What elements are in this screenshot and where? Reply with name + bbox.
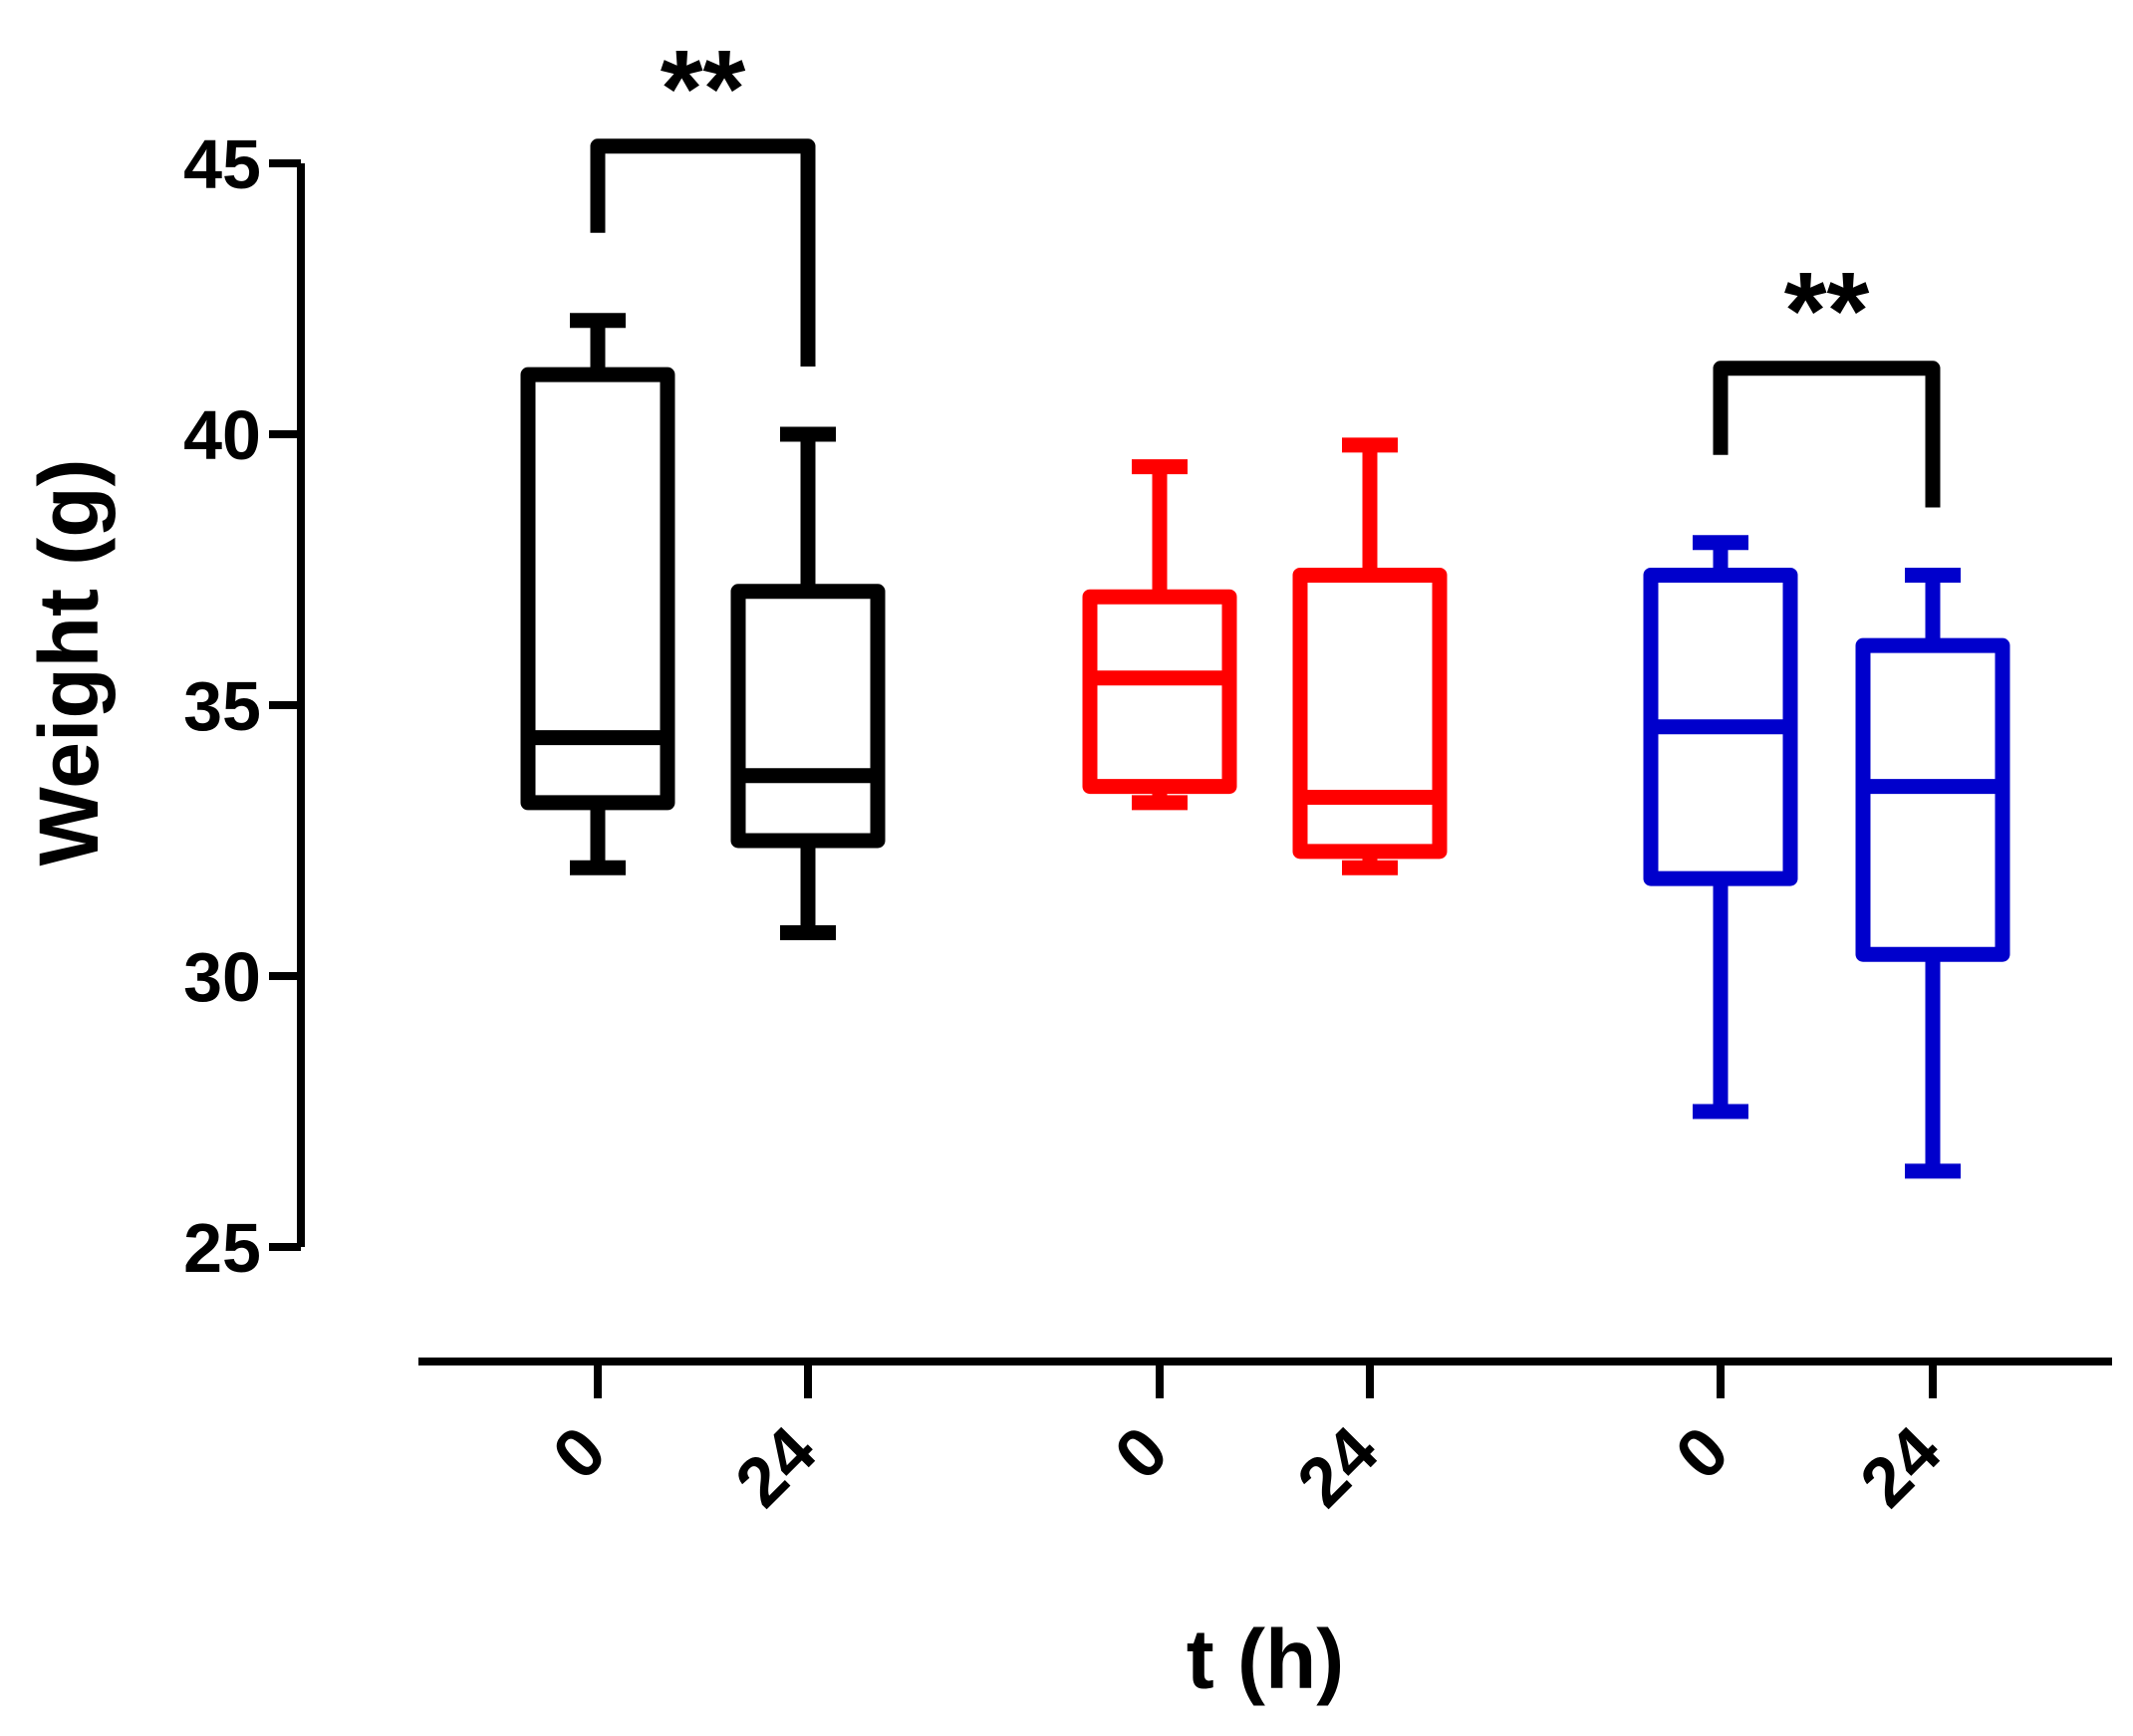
significance-annotations: ** ** [590, 28, 1941, 508]
box-1 [520, 313, 675, 875]
x-tick-label: 24 [720, 1411, 830, 1521]
x-tick-label: 0 [1100, 1411, 1183, 1494]
y-tick-label: 40 [183, 396, 261, 474]
x-tick-label: 0 [1661, 1411, 1743, 1494]
significance-label: ** [1784, 250, 1870, 372]
box-series [520, 313, 2010, 1179]
y-tick-label: 30 [183, 938, 261, 1016]
bracket-line [1713, 361, 1941, 508]
box-5 [1643, 535, 1798, 1119]
box-body [1292, 567, 1448, 860]
y-tick-label: 35 [183, 667, 261, 745]
y-tick-label: 25 [183, 1209, 261, 1287]
box-body [730, 584, 886, 849]
box-4 [1292, 437, 1448, 875]
x-axis: 0 24 0 24 0 24 [418, 1358, 2112, 1522]
significance-bracket-2: ** [1713, 250, 1941, 508]
box-3 [1082, 459, 1237, 811]
box-2 [730, 426, 886, 940]
box-body [1855, 637, 2010, 962]
x-tick-label: 0 [538, 1411, 621, 1494]
x-axis-title: t (h) [1187, 1612, 1345, 1706]
box-body [1082, 589, 1237, 795]
x-tick-label: 24 [1282, 1411, 1392, 1521]
y-axis: 25 30 35 40 45 [183, 125, 305, 1287]
box-6 [1855, 567, 2010, 1179]
significance-bracket-1: ** [590, 28, 816, 367]
significance-label: ** [661, 28, 746, 150]
y-axis-title: Weight (g) [22, 458, 116, 866]
x-tick-label: 24 [1845, 1411, 1955, 1521]
bracket-line [590, 138, 816, 367]
y-tick-label: 45 [183, 125, 261, 203]
